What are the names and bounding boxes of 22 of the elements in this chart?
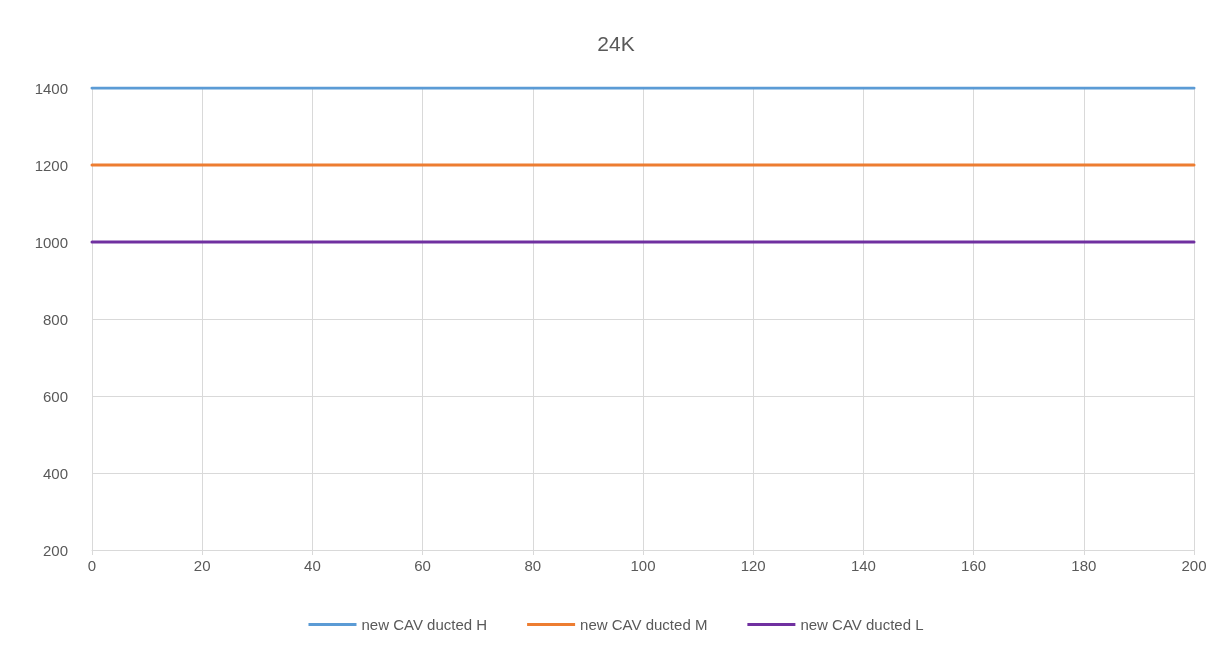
x-tick-label: 20 xyxy=(193,557,211,574)
y-tick-label: 1200 xyxy=(34,156,68,174)
legend-label: new CAV ducted L xyxy=(800,616,924,633)
x-tick-label: 40 xyxy=(304,557,321,574)
x-tick-label: 180 xyxy=(1071,557,1097,574)
y-tick-label: 200 xyxy=(42,541,68,559)
x-tick-label: 80 xyxy=(524,557,542,574)
x-tick-label: 200 xyxy=(1181,557,1207,574)
y-tick-label: 1000 xyxy=(34,233,68,251)
legend-label: new CAV ducted H xyxy=(361,616,488,633)
y-tick-label: 400 xyxy=(42,464,68,482)
x-tick-label: 0 xyxy=(87,557,97,574)
x-tick-label: 140 xyxy=(850,557,876,574)
x-tick-label: 160 xyxy=(961,557,987,574)
chart-title: 24K xyxy=(597,32,635,55)
y-tick-label: 600 xyxy=(42,387,68,405)
y-tick-label: 1400 xyxy=(34,79,68,97)
x-tick-label: 100 xyxy=(630,557,656,574)
x-tick-label: 120 xyxy=(740,557,766,574)
x-tick-label: 60 xyxy=(414,557,431,574)
y-tick-label: 800 xyxy=(42,310,68,328)
legend-label: new CAV ducted M xyxy=(580,616,708,633)
